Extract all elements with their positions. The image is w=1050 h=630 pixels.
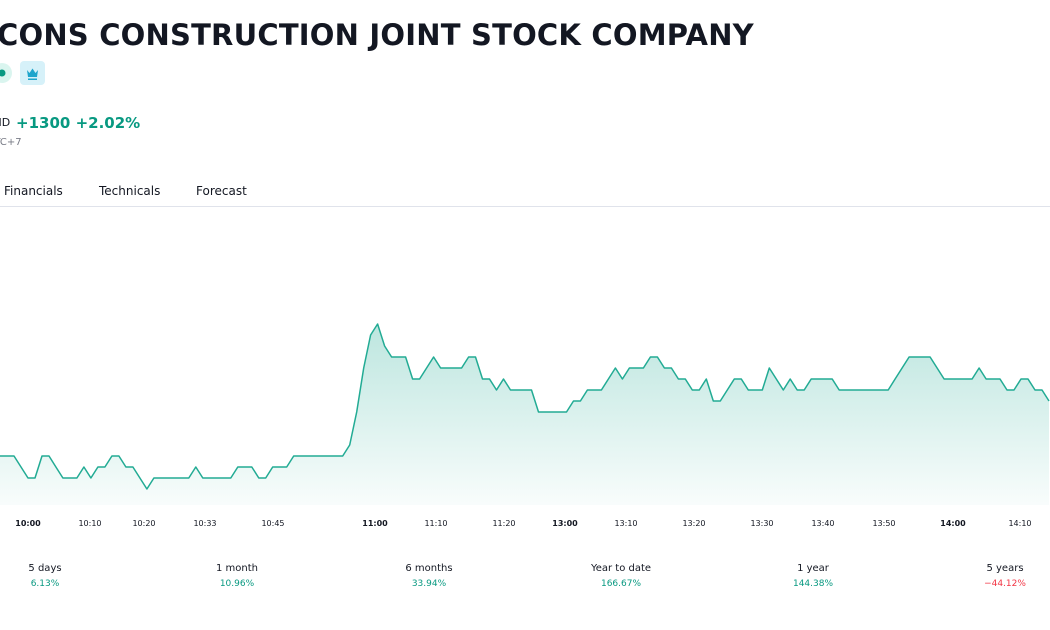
period-value: 144.38%	[793, 579, 833, 589]
badge-green[interactable]	[0, 63, 12, 83]
period-label[interactable]: Year to date	[590, 563, 651, 574]
period-label[interactable]: 1 month	[216, 563, 258, 574]
period-label[interactable]: 5 days	[28, 563, 61, 574]
crown-icon	[27, 68, 38, 80]
x-tick-label: 10:45	[261, 519, 284, 528]
x-tick-label: 13:20	[682, 519, 705, 528]
x-tick-label: 13:40	[811, 519, 834, 528]
tab[interactable]: Technicals	[99, 184, 161, 198]
x-tick-label: 10:10	[78, 519, 101, 528]
period-label[interactable]: 1 year	[797, 563, 830, 574]
x-tick-label: 14:10	[1008, 519, 1031, 528]
x-tick-label: 13:50	[872, 519, 895, 528]
x-tick-label: 11:00	[362, 519, 388, 528]
period-value: 10.96%	[220, 579, 255, 589]
change-percent: +2.02%	[75, 114, 141, 132]
tab-divider	[0, 206, 1050, 207]
currency: VND	[0, 116, 11, 129]
change-value: +1300	[16, 114, 71, 132]
timezone: UTC+7	[0, 137, 22, 148]
period-label[interactable]: 5 years	[986, 563, 1023, 574]
period-value: −44.12%	[984, 579, 1026, 589]
x-tick-label: 14:00	[940, 519, 966, 528]
x-tick-label: 11:10	[424, 519, 447, 528]
period-value: 6.13%	[31, 579, 60, 589]
x-tick-label: 10:33	[193, 519, 216, 528]
x-tick-label: 10:20	[132, 519, 155, 528]
price-change: +1300 +2.02%	[16, 114, 140, 132]
badge-dot	[0, 69, 6, 77]
period-label[interactable]: 6 months	[405, 563, 452, 574]
period-value: 33.94%	[412, 579, 447, 589]
x-tick-label: 13:30	[750, 519, 773, 528]
area-fill	[0, 324, 1049, 505]
company-title: CONS CONSTRUCTION JOINT STOCK COMPANY	[0, 18, 754, 52]
tab[interactable]: Financials	[4, 184, 63, 198]
x-tick-label: 11:20	[492, 519, 515, 528]
x-tick-label: 13:00	[552, 519, 578, 528]
tab[interactable]: Forecast	[196, 184, 247, 198]
x-tick-label: 10:00	[15, 519, 41, 528]
price-line	[0, 323, 1050, 490]
period-value: 166.67%	[601, 579, 641, 589]
x-tick-label: 13:10	[614, 519, 637, 528]
